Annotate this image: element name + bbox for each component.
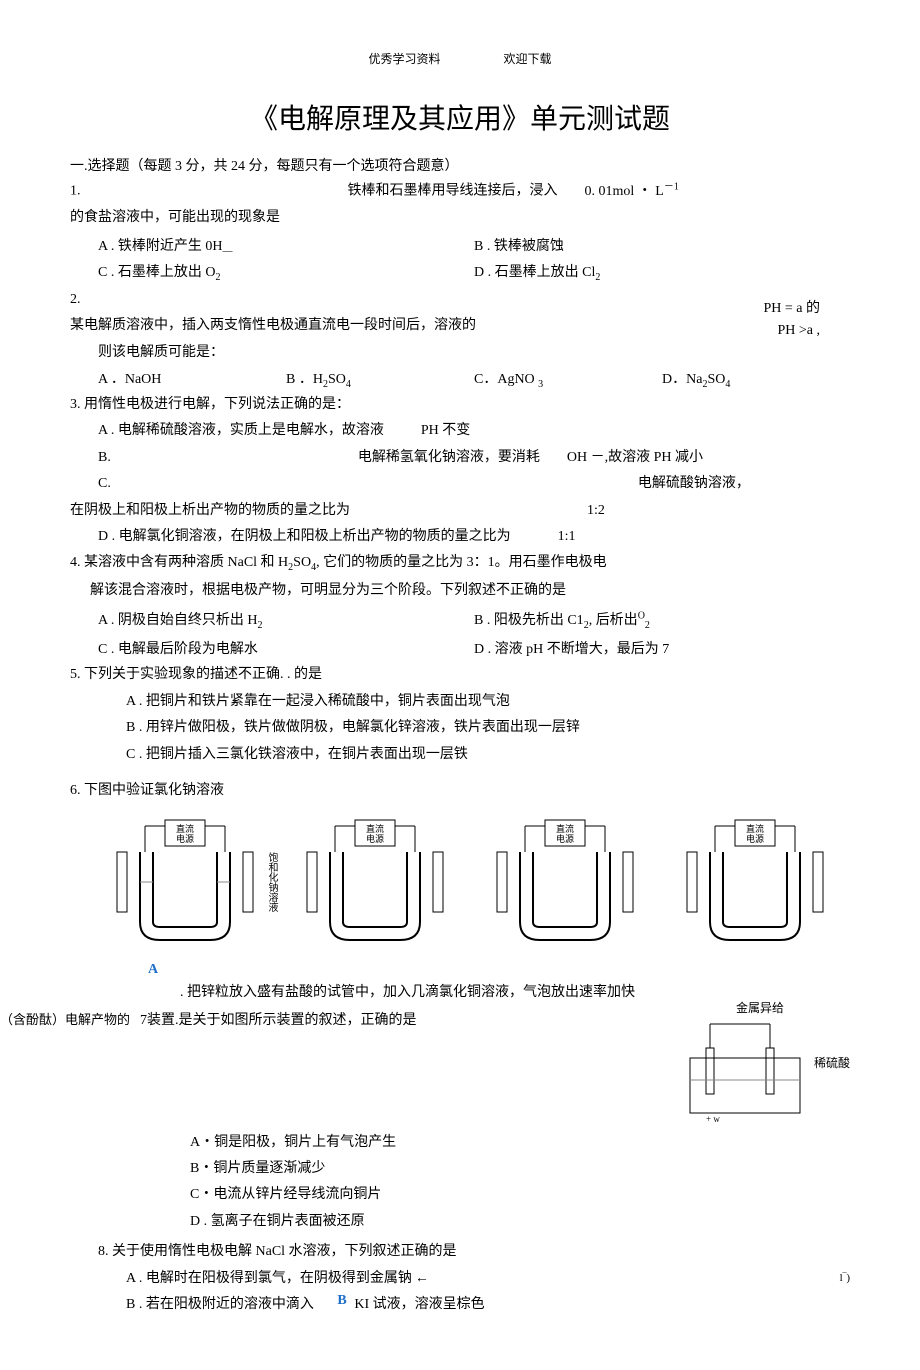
svg-text:电源: 电源 (176, 833, 194, 844)
header-right: 欢迎下载 (504, 50, 552, 67)
q3-opt-b: B. 电解稀氢氧化钠溶液，要消耗 OH －,故溶液 PH 减小 (98, 447, 850, 469)
q2-line2: 某电解质溶液中，插入两支惰性电极通直流电一段时间后，溶液的 (70, 315, 850, 337)
q7-opt-b: B・铜片质量逐渐减少 (190, 1158, 850, 1180)
q2-options: A ．NaOH B ．H2SO4 C．AgNO 3 D．Na2SO4 (98, 368, 850, 390)
q2-opt-b: B ．H2SO4 (286, 368, 474, 390)
q4-opt-b: B . 阳极先析出 C12, 后析出O2 (474, 609, 850, 631)
q5-number: 5. (70, 667, 81, 682)
section-1-heading: 一.选择题（每题 3 分，共 24 分，每题只有一个选项符合题意） (70, 155, 850, 175)
q1-number: 1. (70, 184, 81, 199)
q5-opt-b: B . 用锌片做阳极，铁片做做阴极，电解氯化锌溶液，铁片表面出现一层锌 (126, 717, 850, 739)
q6-stem: 6. 下图中验证氯化钠溶液 (70, 780, 850, 802)
q8-opt-b: B . 若在阳极附近的溶液中滴入 B KI 试液，溶液呈棕色 (126, 1294, 850, 1316)
q3-opt-d: D . 电解氯化铜溶液，在阴极上和阳极上析出产物的物质的量之比为 1:1 (98, 526, 850, 548)
q7-options-block: A・铜是阳极，铜片上有气泡产生 B・铜片质量逐渐减少 C・电流从锌片经导线流向铜… (70, 1128, 850, 1238)
q1-line1: 1. 铁棒和石墨棒用导线连接后，浸入 0. 01mol ・ L－1 (70, 179, 850, 203)
q4-options-row2: C . 电解最后阶段为电解水 D . 溶液 pH 不断增大，最后为 7 (98, 636, 850, 660)
q1-options: A . 铁棒附近产生 0H— B . 铁棒被腐蚀 C . 石墨棒上放出 O2 D… (98, 233, 850, 285)
q3-opt-a: A . 电解稀硫酸溶液，实质上是电解水，故溶液 PH 不变 (98, 420, 850, 442)
q2-line3: 则该电解质可能是： (98, 342, 850, 364)
q6-left-outdent: （含酚酞）电解产物的 (0, 1009, 140, 1028)
q7-diagram-right-label: 稀硫酸 (814, 1054, 850, 1071)
q5-opt-a: A . 把铜片和铁片紧靠在一起浸入稀硫酸中，铜片表面出现气泡 (126, 691, 850, 713)
u-tube-diagram-3: 直流 电源 (485, 812, 645, 952)
u-tube-diagram-1: 直流 电源 饱和化钠溶液 (105, 812, 265, 952)
q2-opt-a: A ．NaOH (98, 368, 286, 390)
q4-stem2: 解该混合溶液时，根据电极产物，可明显分为三个阶段。下列叙述不正确的是 (90, 580, 850, 602)
q6-side-label: 饱和化钠溶液 (264, 852, 279, 912)
q7-diagram: 金属异给 + w 稀硫酸 (670, 999, 850, 1128)
svg-text:电源: 电源 (556, 833, 574, 844)
q7-lead-row: （含酚酞）电解产物的 7装置.是关于如图所示装置的叙述，正确的是 金属异给 + … (70, 1009, 850, 1128)
q3-number: 3. (70, 397, 81, 412)
q2-right-column: PH = a 的 PH >a , (763, 298, 820, 343)
q1-stem-mid: 铁棒和石墨棒用导线连接后，浸入 (348, 184, 558, 199)
q4-stem1: 4. 某溶液中含有两种溶质 NaCl 和 H2SO4, 它们的物质的量之比为 3… (70, 552, 850, 576)
q7-lead-text: 7装置.是关于如图所示装置的叙述，正确的是 (140, 1009, 670, 1029)
q2-opt-c: C．AgNO 3 (474, 368, 662, 390)
q3-stem: 3. 用惰性电极进行电解，下列说法正确的是： (70, 394, 850, 416)
svg-text:直流: 直流 (556, 823, 574, 834)
q4-number: 4. (70, 555, 81, 570)
q3-opt-c-2: 在阴极上和阳极上析出产物的物质的量之比为 1:2 (70, 500, 850, 522)
q2-right-2: PH >a , (763, 320, 820, 342)
q7-opt-c: C・电流从锌片经导线流向铜片 (190, 1184, 850, 1206)
q1-opt-c: C . 石墨棒上放出 O2 (98, 261, 474, 283)
q1-opt-b: B . 铁棒被腐蚀 (474, 235, 850, 257)
q4-options-row1: A . 阴极自始自终只析出 H2 B . 阳极先析出 C12, 后析出O2 (98, 607, 850, 633)
u-tube-diagram-2: 直流 电源 (295, 812, 455, 952)
q1-opt-d: D . 石墨棒上放出 Cl2 (474, 261, 850, 283)
q6-diagrams-row: 直流 电源 饱和化钠溶液 直流 电源 (90, 812, 850, 952)
q6-number: 6. (70, 783, 81, 798)
page-title: 《电解原理及其应用》单元测试题 (70, 97, 850, 137)
q3-opt-c-1: C. 电解硫酸钠溶液， (98, 473, 850, 495)
q8-opt-a: A . 电解时在阳极得到氯气，在阴极得到金属钠 ← l‾) (126, 1268, 850, 1290)
q4-opt-d: D . 溶液 pH 不断增大，最后为 7 (474, 638, 850, 658)
q6-letter-a: A (148, 962, 850, 978)
q7-opt-a: A・铜是阳极，铜片上有气泡产生 (190, 1132, 850, 1154)
svg-text:电源: 电源 (746, 833, 764, 844)
q1-opt-a: A . 铁棒附近产生 0H— (98, 235, 474, 257)
q8-number: 8. (98, 1244, 109, 1259)
q2-opt-d: D．Na2SO4 (662, 368, 850, 390)
q8-center-b: B (337, 1290, 346, 1312)
q7-opt-d: D . 氢离子在铜片表面被还原 (190, 1211, 850, 1233)
q4-opt-a: A . 阴极自始自终只析出 H2 (98, 609, 474, 631)
q7-diagram-top-label: 金属异给 (670, 999, 850, 1016)
q1-line2: 的食盐溶液中，可能出现的现象是 (70, 207, 850, 229)
q5-stem: 5. 下列关于实验现象的描述不正确. . 的是 (70, 664, 850, 686)
svg-text:电源: 电源 (366, 833, 384, 844)
svg-text:直流: 直流 (366, 823, 384, 834)
u-tube-diagram-4: 直流 电源 (675, 812, 835, 952)
q2-number: 2. (70, 292, 81, 307)
svg-text:+ w: + w (706, 1114, 720, 1124)
q5-opt-c: C . 把铜片插入三氯化铁溶液中，在铜片表面出现一层铁 (126, 744, 850, 766)
q4-opt-c: C . 电解最后阶段为电解水 (98, 638, 474, 658)
q8-stem: 8. 关于使用惰性电极电解 NaCl 水溶液，下列叙述正确的是 (98, 1241, 850, 1263)
header-left: 优秀学习资料 (368, 50, 440, 67)
svg-text:直流: 直流 (176, 823, 194, 834)
page-header: 优秀学习资料 欢迎下载 (70, 50, 850, 67)
svg-text:直流: 直流 (746, 823, 764, 834)
q2-right-1: PH = a 的 (763, 298, 820, 320)
q1-conc: 0. 01mol ・ L－1 (585, 184, 679, 199)
q2-line1: 2. (70, 289, 850, 311)
